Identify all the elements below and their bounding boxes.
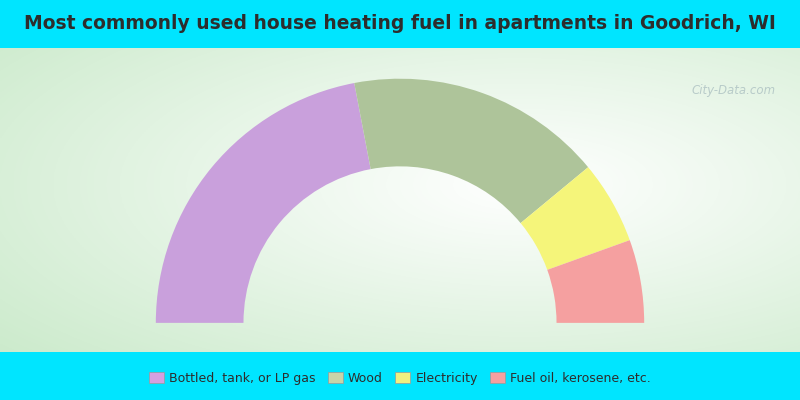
Wedge shape (521, 167, 630, 270)
Wedge shape (547, 240, 644, 323)
Text: City-Data.com: City-Data.com (692, 84, 776, 98)
Wedge shape (156, 83, 370, 323)
Legend: Bottled, tank, or LP gas, Wood, Electricity, Fuel oil, kerosene, etc.: Bottled, tank, or LP gas, Wood, Electric… (144, 367, 656, 390)
Wedge shape (354, 79, 588, 223)
Text: Most commonly used house heating fuel in apartments in Goodrich, WI: Most commonly used house heating fuel in… (24, 14, 776, 32)
